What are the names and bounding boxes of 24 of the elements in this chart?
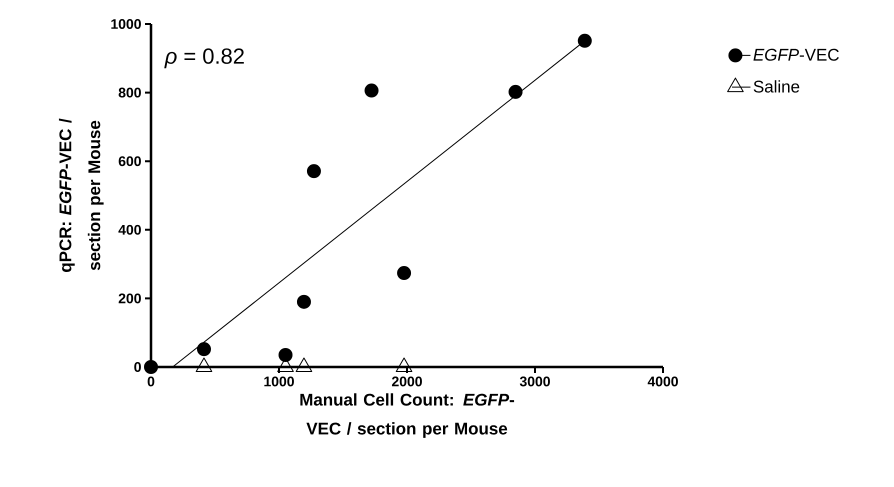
- x-axis-title: Manual Cell Count: EGFP-VEC / section per Mouse: [300, 393, 514, 438]
- point: [578, 34, 592, 48]
- y-tick-label: 400: [118, 224, 141, 235]
- x-tick-label: 1000: [264, 376, 294, 386]
- legend-label: Saline: [754, 80, 800, 93]
- point: [196, 342, 211, 356]
- point: [364, 84, 379, 98]
- y-tick-label: 200: [118, 293, 141, 304]
- point: [296, 294, 311, 309]
- point: [306, 164, 321, 178]
- point: [144, 360, 158, 374]
- annotation: ρ = 0.82: [164, 48, 244, 68]
- legend-label: EGFP-VEC: [753, 48, 839, 61]
- x-tick-label: 3000: [520, 376, 550, 386]
- x-tick-label: 2000: [392, 376, 422, 386]
- y-tick-label: 0: [134, 362, 141, 372]
- y-tick-label: 800: [118, 88, 141, 98]
- x-tick-label: 0: [148, 376, 154, 386]
- x-tick-label: 4000: [648, 376, 678, 386]
- y-tick-label: 600: [118, 156, 141, 166]
- point: [508, 84, 523, 99]
- point: [397, 266, 412, 280]
- y-tick-label: 1000: [111, 19, 141, 29]
- point: [278, 348, 293, 362]
